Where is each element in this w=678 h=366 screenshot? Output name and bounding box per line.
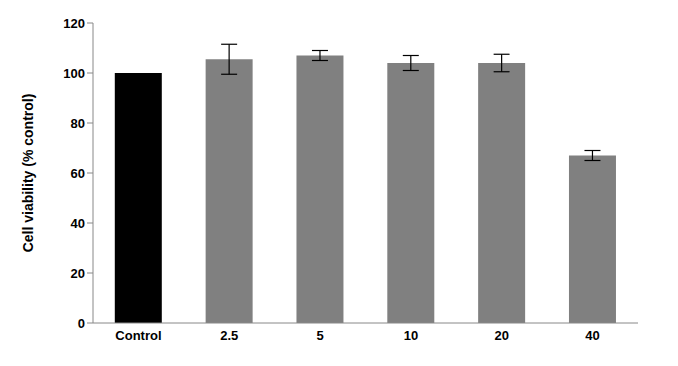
svg-text:10: 10 (404, 328, 418, 343)
svg-text:120: 120 (63, 16, 85, 31)
svg-text:Control: Control (115, 328, 161, 343)
svg-text:100: 100 (63, 66, 85, 81)
svg-text:20: 20 (495, 328, 509, 343)
svg-text:2.5: 2.5 (220, 328, 238, 343)
svg-text:0: 0 (78, 316, 85, 331)
svg-text:80: 80 (71, 116, 85, 131)
svg-text:40: 40 (585, 328, 599, 343)
svg-text:40: 40 (71, 216, 85, 231)
svg-text:60: 60 (71, 166, 85, 181)
svg-text:5: 5 (316, 328, 323, 343)
svg-text:Cell viability (% control): Cell viability (% control) (20, 94, 36, 253)
svg-text:20: 20 (71, 266, 85, 281)
